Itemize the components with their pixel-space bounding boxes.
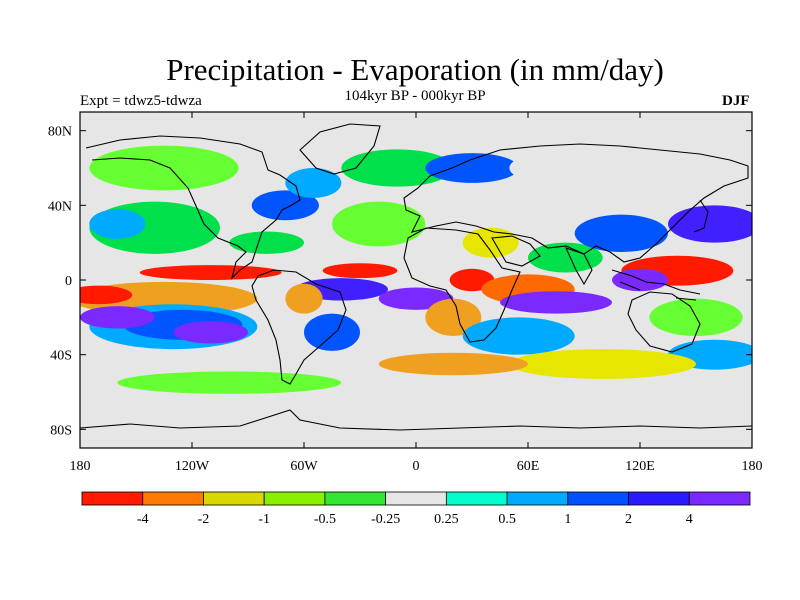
contour-region-14 — [285, 283, 323, 314]
colorbar-label: 0.5 — [498, 512, 516, 527]
north-america-coastline — [85, 135, 301, 280]
lat-tick-label: 40S — [50, 349, 72, 364]
europe-asia-coastline — [403, 143, 749, 263]
greenland-coastline — [299, 123, 381, 175]
colorbar-swatch — [445, 491, 508, 506]
japan-coastline — [693, 199, 709, 233]
contour-region-8 — [89, 209, 146, 239]
contour-region-31 — [668, 205, 752, 243]
lat-tick-label: 80N — [48, 125, 72, 140]
contour-region-18 — [341, 149, 454, 187]
contour-region-38 — [80, 395, 752, 426]
contour-region-12 — [229, 231, 304, 254]
colorbar-label: 1 — [564, 512, 571, 527]
contour-region-25 — [500, 291, 612, 314]
plot-subtitle: 104kyr BP - 000kyr BP — [344, 88, 486, 104]
colorbar-label: -4 — [137, 512, 149, 527]
colorbar-swatch — [506, 491, 569, 506]
lon-tick-label: 60W — [290, 459, 318, 474]
contour-region-36 — [117, 371, 342, 394]
colorbar-swatch — [203, 491, 265, 506]
contour-region-2 — [139, 265, 282, 280]
contour-region-19 — [425, 153, 519, 183]
contour-fill-layer — [80, 145, 752, 426]
colorbar-swatch — [263, 491, 326, 506]
contour-region-23 — [462, 227, 519, 258]
contour-region-1 — [80, 285, 133, 305]
coastline-layer — [80, 123, 752, 431]
season-label: DJF — [722, 93, 750, 109]
contour-region-34 — [509, 349, 696, 379]
lat-tick-label: 40N — [48, 199, 72, 214]
colorbar-label: 0.25 — [434, 512, 459, 527]
plot-title: Precipitation - Evaporation (in mm/day) — [166, 52, 664, 87]
colorbar-label: 2 — [625, 512, 632, 527]
contour-region-6 — [80, 306, 155, 329]
latitude-axis: 80N 40N 0 40S 80S — [48, 125, 752, 438]
contour-region-11 — [285, 168, 342, 198]
antarctica-coastline — [80, 409, 752, 431]
colorbar-swatch — [628, 491, 690, 506]
longitude-axis: 180 120W 60W 0 60E 120E 180 — [70, 112, 763, 474]
contour-region-21 — [425, 298, 482, 337]
colorbar-label: -2 — [198, 512, 210, 527]
lat-tick-label: 0 — [65, 274, 72, 289]
lon-tick-label: 120W — [175, 459, 210, 474]
lon-tick-label: 180 — [742, 459, 763, 474]
contour-region-9 — [89, 145, 239, 191]
lon-tick-label: 120E — [625, 459, 655, 474]
colorbar-label: -0.25 — [371, 512, 400, 527]
contour-region-37 — [509, 145, 696, 191]
colorbar-swatch — [688, 491, 751, 506]
colorbar-label: 4 — [686, 512, 693, 527]
colorbar: -4 -2 -1 -0.5 -0.25 0.25 0.5 1 2 4 — [81, 491, 751, 527]
lon-tick-label: 180 — [70, 459, 91, 474]
colorbar-label: -0.5 — [314, 512, 336, 527]
south-america-coastline — [251, 269, 347, 385]
contour-region-35 — [378, 352, 528, 376]
colorbar-swatch — [142, 491, 204, 506]
colorbar-swatch — [81, 491, 144, 506]
arabia-coastline — [491, 235, 541, 267]
australia-coastline — [627, 291, 701, 353]
contour-region-15 — [304, 313, 360, 351]
colorbar-swatch — [324, 491, 387, 506]
colorbar-swatch — [385, 491, 447, 506]
lat-tick-label: 80S — [50, 423, 72, 438]
contour-region-28 — [574, 214, 668, 252]
experiment-label: Expt = tdwz5-tdwza — [80, 93, 202, 109]
map-panel: 180 120W 60W 0 60E 120E 180 80N 40N 0 40S 80S — [48, 111, 763, 474]
colorbar-label: -1 — [258, 512, 270, 527]
contour-region-27 — [528, 242, 603, 273]
contour-region-10 — [251, 190, 319, 221]
contour-region-26 — [462, 317, 575, 355]
contour-region-5 — [173, 321, 248, 344]
colorbar-swatch — [567, 491, 629, 506]
lon-tick-label: 60E — [517, 459, 540, 474]
india-coastline — [564, 247, 593, 286]
africa-coastline — [403, 227, 521, 343]
contour-region-17 — [332, 201, 426, 247]
contour-region-16 — [322, 263, 398, 279]
lon-tick-label: 0 — [413, 459, 420, 474]
